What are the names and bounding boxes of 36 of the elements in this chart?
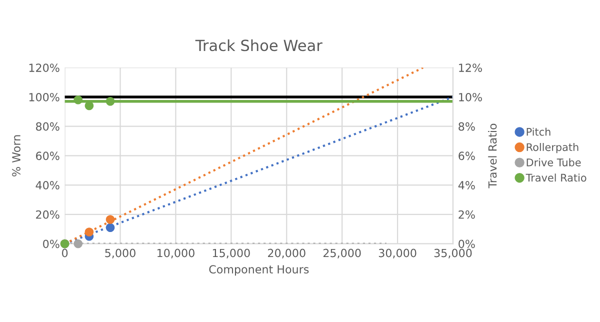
legend-label: Pitch: [526, 128, 550, 136]
y-axis-title: % Worn: [12, 135, 20, 176]
y-tick-label: 60%: [36, 152, 60, 160]
legend-label: Rollerpath: [526, 143, 578, 154]
y2-tick-label: 12%: [459, 64, 482, 72]
x-axis-title: Component Hours: [209, 265, 309, 276]
y2-tick-label: 8%: [458, 122, 475, 131]
x-tick-label: 30,000: [378, 248, 416, 258]
y-tick-label: 100%: [29, 92, 60, 102]
y2-axis-title: Travel Ratio: [488, 124, 497, 188]
y-tick-label: 0%: [43, 240, 60, 248]
y-tick-label: 80%: [36, 122, 60, 131]
chart-title: Track Shoe Wear: [195, 39, 322, 52]
point: [106, 96, 115, 106]
point: [84, 228, 94, 236]
x-tick-label: 25,000: [323, 248, 361, 258]
point: [106, 215, 115, 224]
x-tick-label: 15,000: [212, 248, 250, 258]
x-tick-label: 0: [62, 248, 68, 258]
y-tick-label: 40%: [36, 181, 60, 190]
y2-tick-label: 6%: [458, 152, 475, 160]
y2-tick-label: 10%: [459, 92, 482, 102]
x-tick-label: 5,000: [105, 248, 136, 258]
point: [106, 223, 115, 232]
legend-label: Drive Tube: [526, 158, 581, 166]
x-tick-label: 35,000: [434, 248, 472, 258]
y2-tick-label: 2%: [458, 210, 475, 219]
point: [74, 239, 82, 248]
x-tick-label: 20,000: [268, 248, 306, 258]
legend-label: Travel Ratio: [526, 174, 586, 182]
point: [74, 96, 82, 104]
y2-tick-label: 4%: [458, 181, 475, 190]
y2-tick-label: 0%: [458, 240, 475, 248]
y-tick-label: 20%: [36, 210, 60, 219]
x-tick-label: 10,000: [157, 248, 194, 258]
y-tick-label: 120%: [29, 64, 60, 72]
